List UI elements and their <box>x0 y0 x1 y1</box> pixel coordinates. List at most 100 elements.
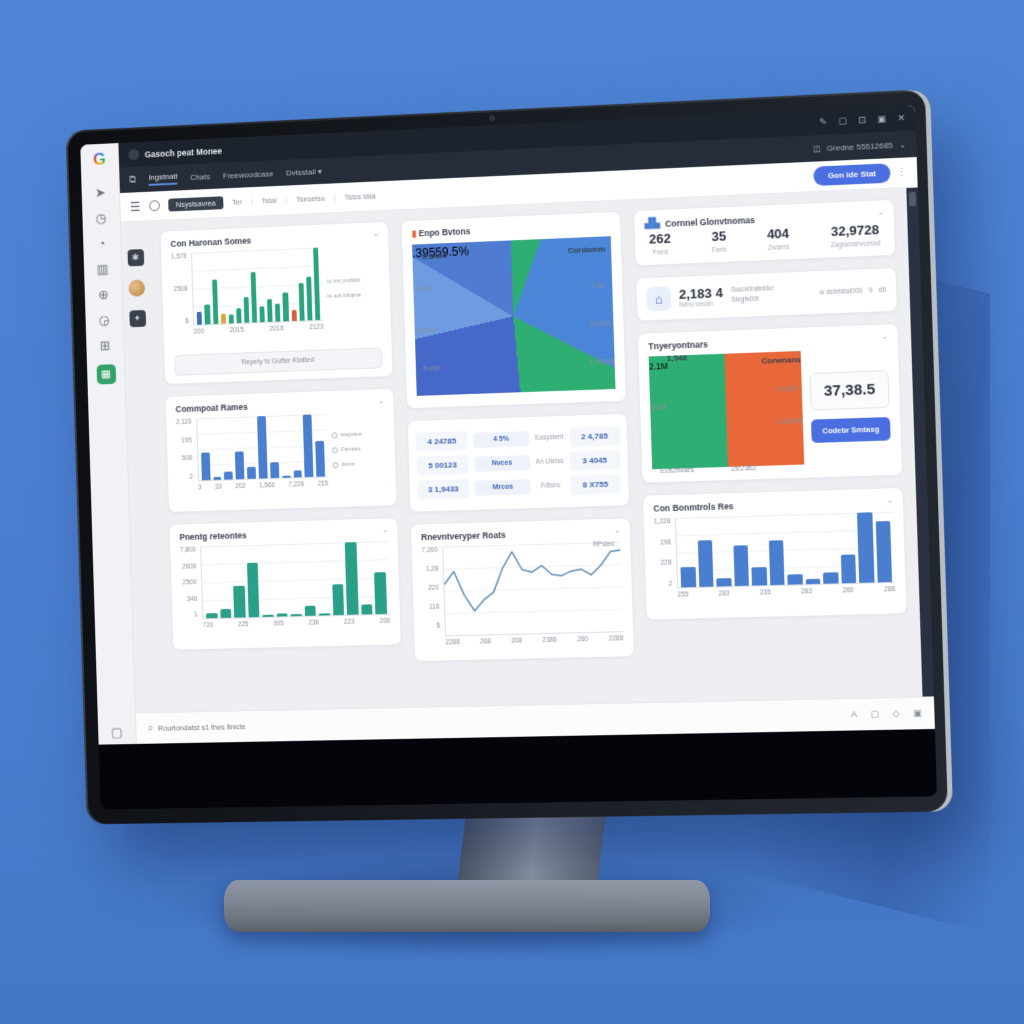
history-icon[interactable]: ◶ <box>98 312 110 328</box>
menu-item-4[interactable]: Dvtsstall ▾ <box>286 166 322 178</box>
bar <box>276 613 288 617</box>
tabs-icon[interactable]: ⧉ <box>129 174 137 186</box>
globe-icon[interactable]: ⊕ <box>98 286 109 303</box>
metric-value: 3 1,9433 <box>417 478 470 500</box>
property-card: ⌂ 2,183 4 Neru veuan Susoktrafetdur Sleg… <box>635 266 898 322</box>
divider: | <box>250 196 253 206</box>
profile-area[interactable]: ◫ Gredne 55512685 ⌄ <box>813 140 906 153</box>
folder-icon[interactable]: ▢ <box>870 708 880 719</box>
bar <box>306 276 313 321</box>
card-grid: Con Haronan Somes ⌄ 1,578 2508 $200 2015 201… <box>148 188 923 712</box>
get-started-button[interactable]: Gon ide Stat <box>813 163 891 187</box>
apps-icon-active[interactable]: ▦ <box>96 364 116 385</box>
chevron-down-icon[interactable]: ⌄ <box>898 139 907 150</box>
grid-icon[interactable]: ⊞ <box>99 337 111 353</box>
refresh-icon[interactable] <box>148 200 160 212</box>
commpoat-card: Commpoat Rames ⌄ 2,115 195 508 2 3 33 202 1,566… <box>164 387 398 513</box>
report-button[interactable]: Repety ts Gutter Ktatted <box>173 347 383 376</box>
donut-label: 7.49 <box>590 282 605 291</box>
extension-icon[interactable]: ◫ <box>812 143 821 154</box>
toolbar-link-2[interactable]: Tstal <box>261 195 277 206</box>
bar <box>213 476 222 480</box>
frame-icon[interactable]: ▣ <box>913 707 923 719</box>
toolbar-link-1[interactable]: Ter <box>231 197 243 207</box>
minimize-icon[interactable]: ▢ <box>838 115 848 126</box>
bar <box>196 311 203 325</box>
tab-title[interactable]: Gasoch peat Monee <box>144 145 223 159</box>
bar <box>857 512 875 583</box>
bar <box>751 566 767 586</box>
donut-label: 2,6900 <box>414 327 436 336</box>
profile-window-icon[interactable]: ▣ <box>877 113 887 125</box>
caret-icon[interactable]: ⌄ <box>881 331 889 341</box>
list-item[interactable]: 5 00123 Nvces An Utelss 3 4045 <box>416 450 621 476</box>
tool-badge-icon[interactable]: ✱ <box>127 249 144 267</box>
hamburger-icon[interactable]: ☰ <box>129 199 141 214</box>
bar <box>282 292 289 322</box>
stat-item: 35 Fans <box>711 228 727 255</box>
bar <box>267 298 273 322</box>
caret-icon[interactable]: ⌄ <box>877 207 885 217</box>
menu-item-2[interactable]: Chats <box>189 171 211 182</box>
breadcrumb[interactable]: Nsystsavrea <box>167 196 224 212</box>
caret-icon[interactable]: ⌄ <box>614 525 622 535</box>
edit-icon[interactable]: ✎ <box>819 116 828 127</box>
sidebar-spacer <box>107 397 117 713</box>
list-item[interactable]: 4 24785 4 5% Easystent 2 4,785 <box>415 426 620 452</box>
clock-small-icon[interactable]: 9 <box>868 286 873 295</box>
donut-label: E0s2tMars <box>660 466 695 476</box>
card-title: Pnentg reteontes <box>179 530 247 543</box>
caret-icon[interactable]: ⌄ <box>372 229 380 239</box>
font-icon[interactable]: A <box>850 709 858 720</box>
bar <box>224 471 234 480</box>
list-item[interactable]: 3 1,9433 Mrcos Fdtshs 8 X755 <box>417 474 621 500</box>
toolbar-link-3[interactable]: Tsesetsu <box>295 193 326 204</box>
stat-item: 32,9728 Zagtamahvcetad <box>830 221 881 250</box>
toolbar-link-4[interactable]: Tstss tata <box>344 191 376 202</box>
property-note: w dsfetstat000 <box>819 287 863 296</box>
order-summary-button[interactable]: Codebr Smtasg <box>810 416 891 443</box>
property-sublabel: Neru veuan <box>679 300 714 309</box>
metric-value: 5 00123 <box>416 455 469 476</box>
pie-chart-icon[interactable]: ◔ <box>97 235 106 251</box>
bar <box>374 571 388 615</box>
caret-icon[interactable]: ⌄ <box>381 525 389 535</box>
line-chart-card: Rnevntveryper Roats ⌄ RPsted 7,260 1,28 22… <box>409 517 635 663</box>
bar <box>298 282 305 321</box>
card-title: Commpoat Rames <box>175 401 248 415</box>
enpo-donut-card: ▮ Enpo Bvtons .39559.5% 2.8464 1949 2,69… <box>400 210 627 410</box>
metric-value: 8 X755 <box>570 474 621 495</box>
clock-icon[interactable]: ◷ <box>95 210 107 226</box>
kebab-menu-icon[interactable]: ⋮ <box>896 166 908 179</box>
pnentg-card: Pnentg reteontes ⌄ 7,800 2606 2500 346 1 720 2… <box>168 517 402 651</box>
close-icon[interactable]: ✕ <box>897 112 906 124</box>
bar-chart-icon[interactable]: ▥ <box>96 261 109 277</box>
avatar[interactable] <box>127 279 145 297</box>
column-1: Con Haronan Somes ⌄ 1,578 2508 $200 2015 201… <box>159 220 404 702</box>
donut-label: 0,s0469 <box>777 417 803 426</box>
settings-badge-icon[interactable]: ✦ <box>128 309 146 328</box>
caret-icon[interactable]: ⌄ <box>377 396 385 406</box>
divider: | <box>333 193 336 203</box>
buildings-icon: ▟▙ <box>644 218 661 230</box>
search-input[interactable] <box>157 710 844 733</box>
cursor-icon[interactable]: ➤ <box>94 184 106 201</box>
enpo-donut-wrap: .39559.5% 2.8464 1949 2,6900 Fund Cordam… <box>412 236 616 396</box>
metric-chip: Nvces <box>473 455 531 472</box>
bar <box>206 613 218 619</box>
bar <box>257 416 268 479</box>
bar <box>293 470 303 478</box>
restore-icon[interactable]: ⊡ <box>858 114 867 126</box>
bar <box>680 566 697 588</box>
more-small-icon[interactable]: d6 <box>878 286 886 294</box>
bar <box>281 475 291 478</box>
bar <box>247 466 257 479</box>
donut-label: 0/1609 <box>589 320 612 329</box>
drop-icon[interactable]: ◇ <box>892 708 900 719</box>
window-icon[interactable]: ▢ <box>110 724 123 740</box>
caret-icon[interactable]: ⌄ <box>886 495 894 505</box>
bar <box>220 608 232 618</box>
browser-logo[interactable]: G <box>92 149 106 169</box>
menu-item-3[interactable]: Freewoodcase <box>222 168 274 181</box>
menu-item-1[interactable]: Ingstnatl <box>148 171 178 186</box>
